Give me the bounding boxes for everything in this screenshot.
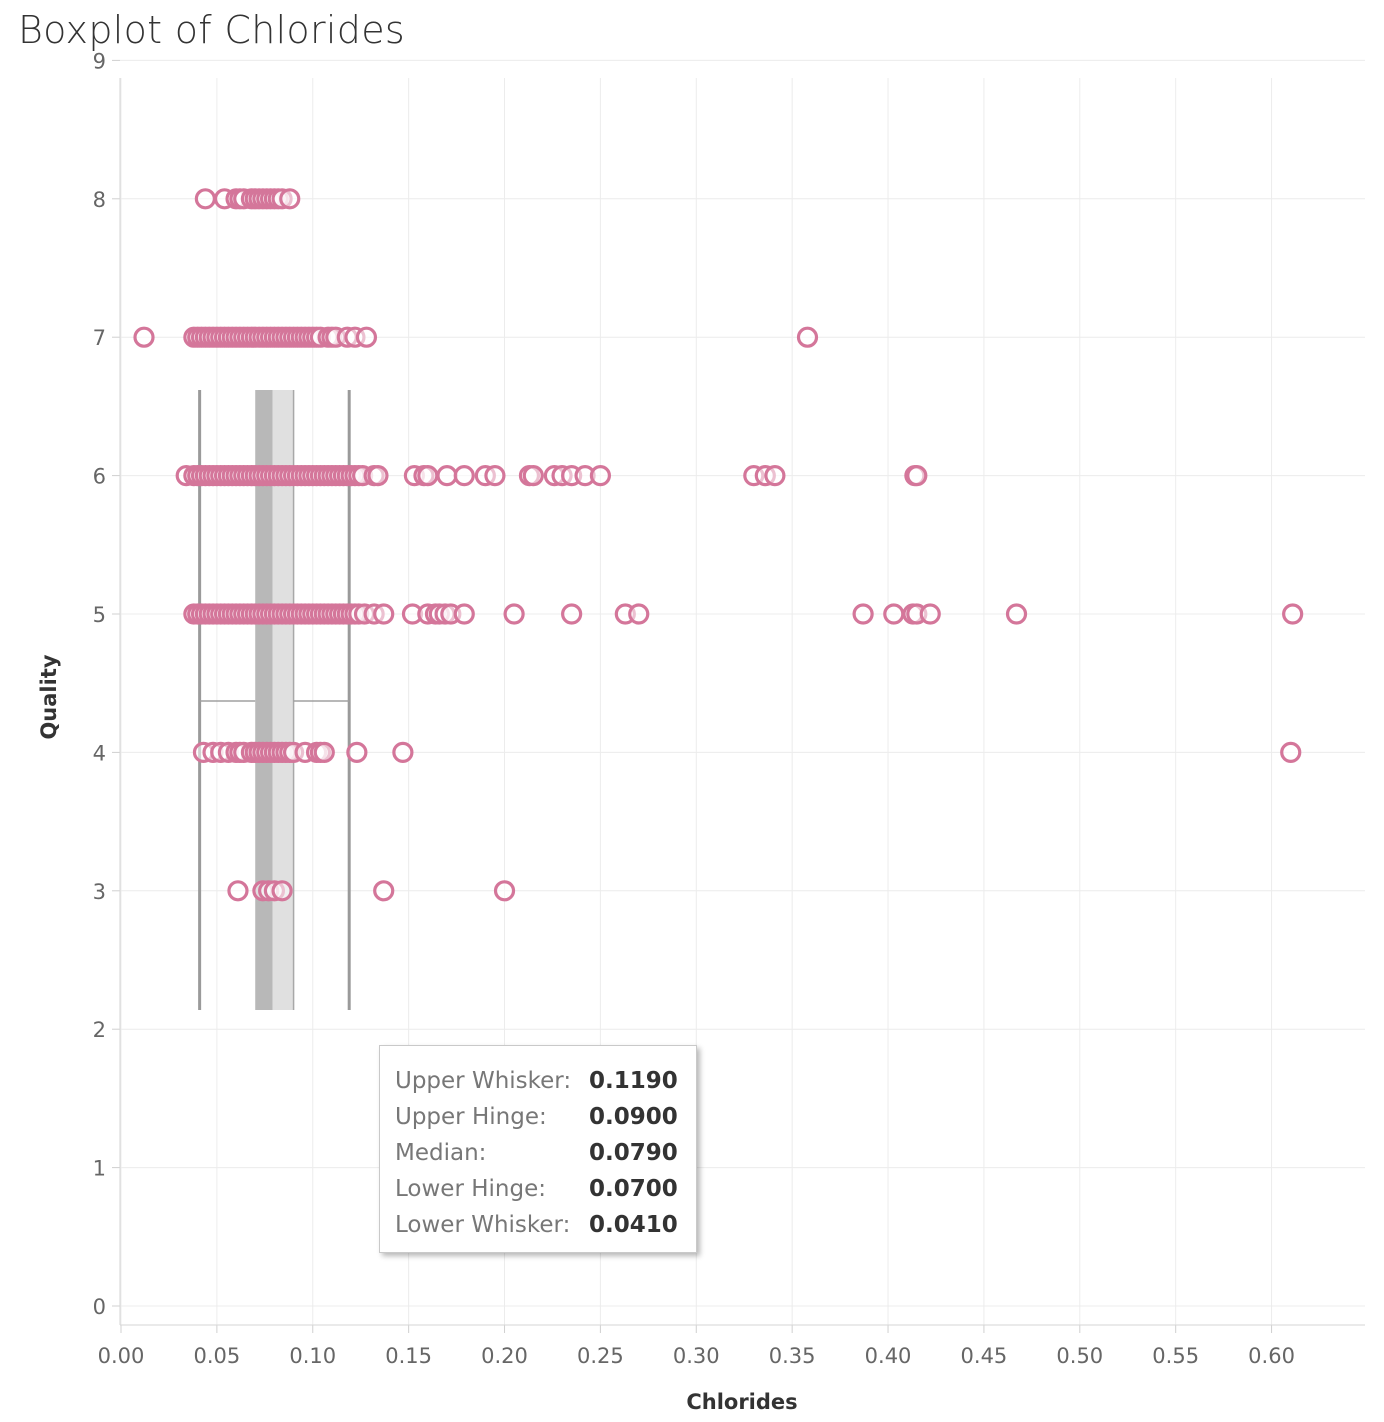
boxplot [198, 390, 351, 1010]
x-tick-label: 0.30 [673, 1344, 720, 1368]
tooltip-row: Upper Hinge: 0.0900 [395, 1099, 696, 1135]
data-point [493, 880, 516, 902]
x-axis-title: Chlorides [686, 1390, 797, 1414]
y-tick-label: 5 [93, 603, 106, 627]
tooltip-row: Lower Hinge: 0.0700 [395, 1171, 696, 1207]
tooltip-value: 0.0700 [589, 1176, 678, 1202]
y-tick-label: 8 [93, 188, 106, 212]
data-point [271, 880, 293, 902]
data-point [883, 603, 905, 625]
tooltip-label: Median: [395, 1140, 487, 1166]
y-tick-label: 7 [93, 326, 106, 350]
data-point [279, 188, 301, 210]
data-point [367, 465, 389, 487]
x-tick-label: 0.50 [1056, 1344, 1103, 1368]
tooltip-row: Median: 0.0790 [395, 1135, 696, 1171]
data-point [764, 465, 786, 487]
y-tick-label: 3 [93, 880, 106, 904]
tooltip-value: 0.0790 [589, 1140, 678, 1166]
data-point [133, 326, 155, 348]
x-tick-label: 0.00 [98, 1344, 145, 1368]
data-point [561, 603, 583, 625]
data-point [589, 465, 612, 487]
x-tick-label: 0.35 [769, 1344, 816, 1368]
data-point [436, 465, 458, 487]
tooltip-label: Lower Whisker: [395, 1212, 571, 1238]
tooltip-row: Lower Whisker: 0.0410 [395, 1207, 696, 1243]
y-axis-title: Quality [37, 654, 61, 739]
data-point [906, 465, 928, 487]
x-tick-label: 0.20 [481, 1344, 528, 1368]
data-point [194, 188, 216, 210]
data-point [484, 465, 506, 487]
data-point [522, 465, 544, 487]
data-point [453, 465, 475, 487]
y-tick-label: 2 [93, 1018, 106, 1042]
data-points [133, 188, 1304, 902]
data-point [355, 326, 378, 348]
data-point [417, 465, 439, 487]
y-tick-label: 4 [93, 741, 106, 765]
x-tick-label: 0.55 [1152, 1344, 1199, 1368]
data-point [852, 603, 874, 625]
data-point [628, 603, 650, 625]
chart-title: Boxplot of Chlorides [18, 8, 405, 52]
data-point [1282, 603, 1304, 625]
x-tick-label: 0.60 [1248, 1344, 1295, 1368]
x-tick-label: 0.15 [385, 1344, 432, 1368]
tooltip-value: 0.0410 [589, 1212, 678, 1238]
axes [112, 59, 1365, 1333]
box-upper-half [272, 390, 294, 1010]
data-point [227, 880, 249, 902]
data-point [373, 880, 395, 902]
tooltip-label: Lower Hinge: [395, 1176, 546, 1202]
x-tick-label: 0.45 [961, 1344, 1008, 1368]
data-point [1005, 603, 1028, 625]
x-tick-label: 0.40 [865, 1344, 912, 1368]
data-point [453, 603, 475, 625]
data-point [373, 603, 395, 625]
data-point [1280, 741, 1302, 764]
x-tick-label: 0.05 [193, 1344, 240, 1368]
box-lower-half [255, 390, 273, 1010]
y-tick-label: 6 [93, 465, 106, 489]
tooltip-row: Upper Whisker: 0.1190 [395, 1063, 696, 1099]
tooltip-label: Upper Hinge: [395, 1104, 547, 1130]
data-point [919, 603, 941, 625]
data-point [796, 326, 819, 348]
gridlines [120, 59, 1365, 1325]
data-point [503, 603, 525, 625]
tick-labels: 0.00 0.05 0.10 0.15 0.20 0.25 0.30 0.35 0.40 0.45… [93, 49, 1295, 1368]
boxplot-tooltip: Upper Whisker: 0.1190 Upper Hinge: 0.0900 Me… [379, 1045, 697, 1253]
data-point [346, 741, 368, 764]
y-tick-label: 0 [93, 1295, 106, 1319]
tooltip-value: 0.0900 [589, 1104, 678, 1130]
data-point [392, 741, 414, 764]
y-tick-label: 1 [93, 1157, 106, 1181]
tooltip-label: Upper Whisker: [395, 1068, 572, 1094]
x-tick-label: 0.25 [577, 1344, 624, 1368]
x-tick-label: 0.10 [289, 1344, 336, 1368]
y-tick-label: 9 [93, 49, 106, 73]
tooltip-value: 0.1190 [589, 1068, 678, 1094]
data-point [313, 741, 335, 764]
